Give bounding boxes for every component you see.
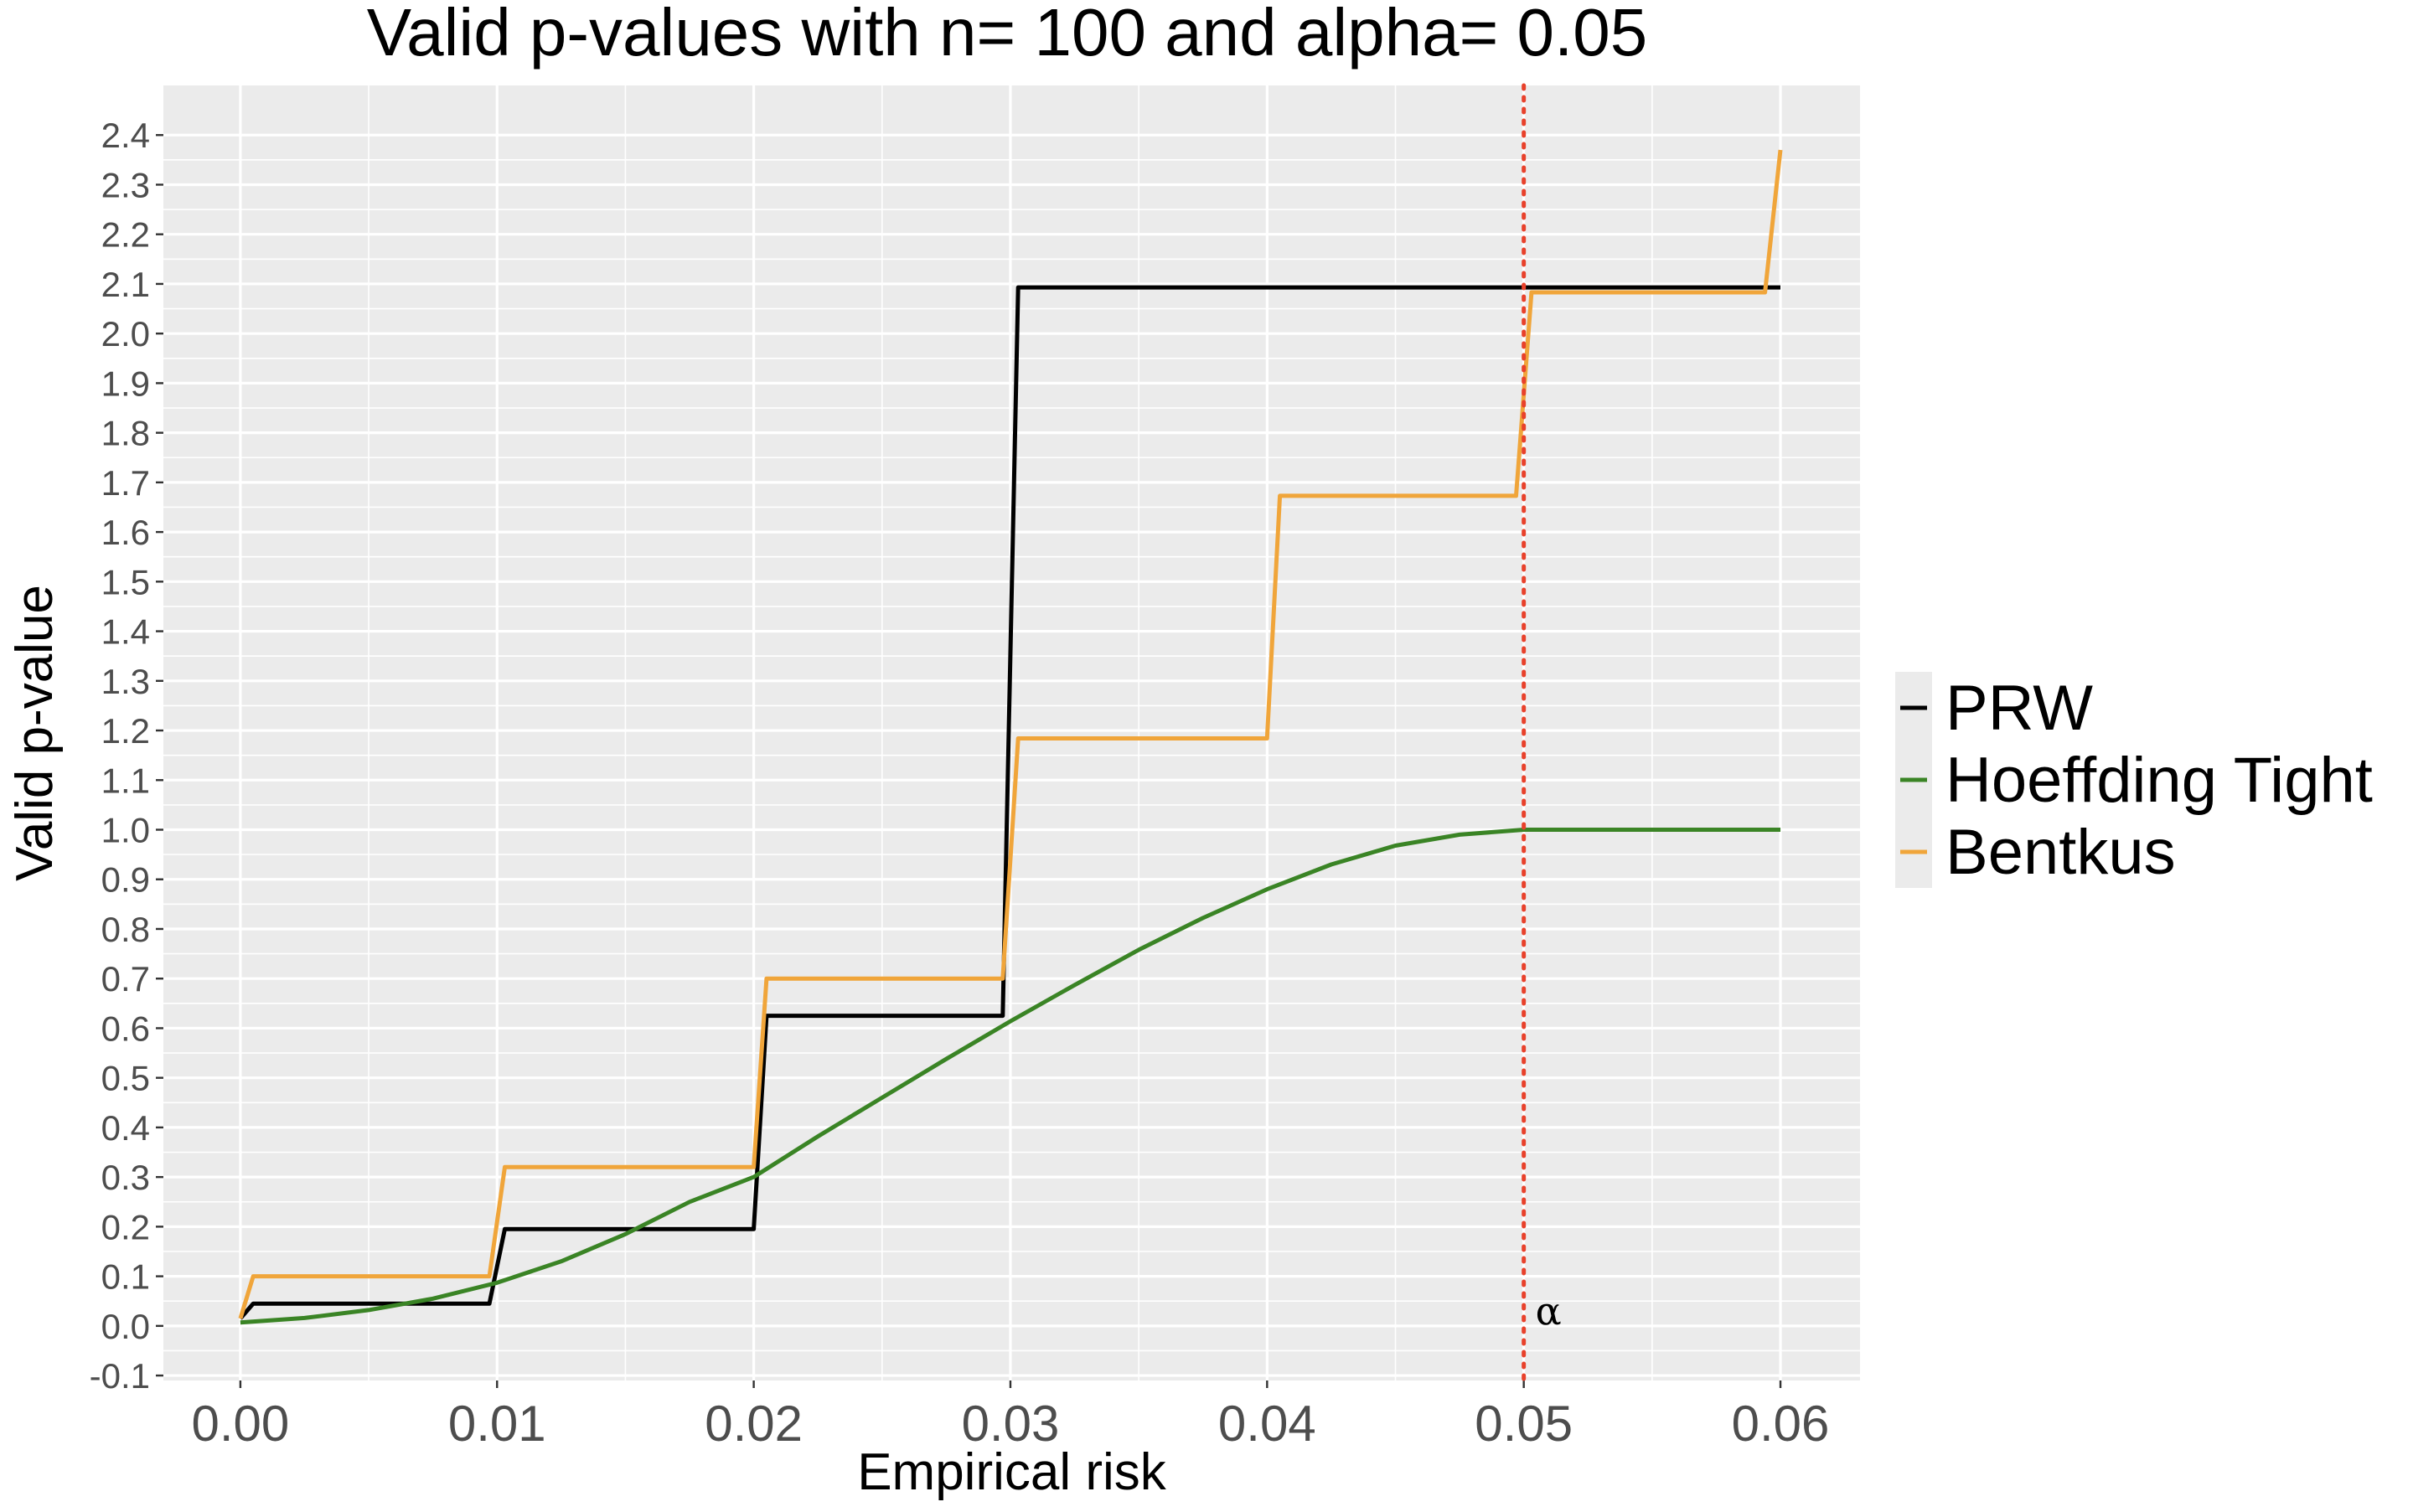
series-line-prw bbox=[239, 285, 1780, 1320]
y-tick-label: 1.6 bbox=[101, 513, 150, 552]
y-tick-label: 1.1 bbox=[101, 761, 150, 800]
y-tick-label: 0.8 bbox=[101, 910, 150, 949]
y-tick-label: 0.5 bbox=[101, 1059, 150, 1098]
y-tick-label: 0.1 bbox=[101, 1257, 150, 1297]
x-tick-label: 0.05 bbox=[1475, 1396, 1573, 1452]
x-tick-label: 0.04 bbox=[1218, 1396, 1316, 1452]
y-tick-label: 1.0 bbox=[101, 811, 150, 850]
legend-label: Bentkus bbox=[1945, 817, 2176, 888]
series-line-bentkus bbox=[238, 149, 1783, 1319]
y-tick-label: 1.3 bbox=[101, 662, 150, 701]
y-tick-label: 1.2 bbox=[101, 711, 150, 751]
x-axis-title: Empirical risk bbox=[857, 1443, 1167, 1501]
alpha-annotation: α bbox=[1536, 1288, 1562, 1334]
y-tick-label: 2.1 bbox=[101, 265, 150, 304]
y-tick-label: 0.2 bbox=[101, 1207, 150, 1246]
y-tick-label: 2.4 bbox=[101, 116, 150, 155]
y-tick-label: 2.3 bbox=[101, 165, 150, 204]
x-tick-label: 0.00 bbox=[192, 1396, 290, 1452]
y-tick-label: -0.1 bbox=[90, 1356, 150, 1396]
x-tick-label: 0.02 bbox=[705, 1396, 803, 1452]
y-tick-label: 0.9 bbox=[101, 860, 150, 900]
series-line-hoeffding-tight bbox=[240, 828, 1780, 1325]
x-tick-label: 0.06 bbox=[1732, 1396, 1830, 1452]
y-tick-label: 0.4 bbox=[101, 1108, 150, 1148]
y-tick-label: 2.0 bbox=[101, 314, 150, 353]
y-tick-label: 1.5 bbox=[101, 562, 150, 601]
y-tick-label: 1.7 bbox=[101, 463, 150, 503]
chart-title: Valid p-values with n= 100 and alpha= 0.… bbox=[367, 0, 1648, 70]
y-tick-label: 2.2 bbox=[101, 215, 150, 255]
y-tick-label: 1.9 bbox=[101, 364, 150, 403]
x-tick-label: 0.03 bbox=[962, 1396, 1060, 1452]
legend-label: PRW bbox=[1945, 673, 2093, 744]
y-tick-label: 1.4 bbox=[101, 612, 150, 652]
y-tick-label: 1.8 bbox=[101, 414, 150, 453]
y-tick-label: 0.6 bbox=[101, 1009, 150, 1048]
y-axis-title: Valid p-value bbox=[6, 585, 64, 881]
y-tick-label: 0.7 bbox=[101, 959, 150, 999]
y-tick-label: 0.0 bbox=[101, 1307, 150, 1346]
legend-label: Hoeffding Tight bbox=[1945, 745, 2373, 816]
x-tick-label: 0.01 bbox=[448, 1396, 546, 1452]
y-tick-label: 0.3 bbox=[101, 1158, 150, 1197]
